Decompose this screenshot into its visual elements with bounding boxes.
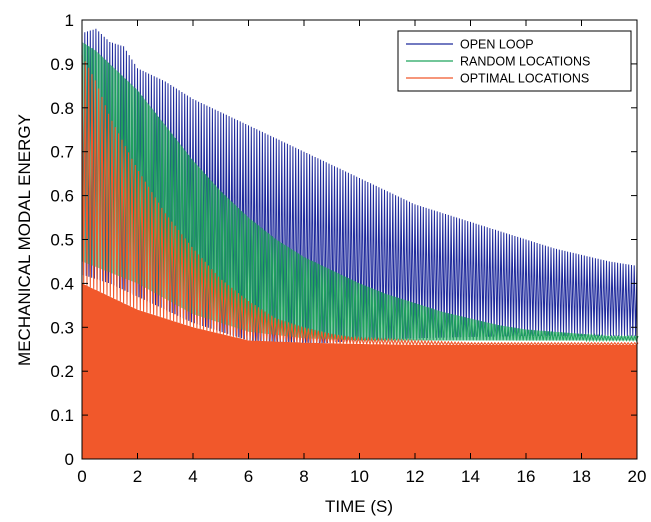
x-tick-label: 10 xyxy=(350,467,369,486)
legend: OPEN LOOP RANDOM LOCATIONS OPTIMAL LOCATIO… xyxy=(397,30,632,92)
series-optimal-locations-area xyxy=(82,283,637,459)
y-tick-label: 0 xyxy=(65,450,74,469)
x-tick-label: 2 xyxy=(133,467,142,486)
y-tick-label: 0.1 xyxy=(50,406,74,425)
legend-label: RANDOM LOCATIONS xyxy=(460,55,590,69)
tick-labels: 0 2 4 6 8 10 12 14 16 18 20 0 0.1 0.2 0.3 0.4 0.5 0.6 0.7 0… xyxy=(50,11,646,486)
legend-label: OPEN LOOP xyxy=(460,38,534,52)
x-tick-label: 4 xyxy=(188,467,197,486)
y-tick-label: 0.8 xyxy=(50,99,74,118)
y-tick-label: 0.5 xyxy=(50,231,74,250)
y-tick-label: 1 xyxy=(65,11,74,30)
series-random-locations xyxy=(81,41,639,343)
x-tick-label: 6 xyxy=(244,467,253,486)
x-tick-label: 16 xyxy=(517,467,536,486)
legend-label: OPTIMAL LOCATIONS xyxy=(460,72,589,86)
x-tick-label: 20 xyxy=(628,467,647,486)
x-tick-label: 12 xyxy=(406,467,425,486)
y-tick-label: 0.2 xyxy=(50,362,74,381)
axes-layer xyxy=(81,19,638,460)
series-optimal-locations xyxy=(81,55,639,347)
y-tick-label: 0.4 xyxy=(50,274,74,293)
y-axis-label: MECHANICAL MODAL ENERGY xyxy=(15,114,34,366)
x-axis-label: TIME (S) xyxy=(325,497,393,516)
y-tick-label: 0.3 xyxy=(50,318,74,337)
y-tick-label: 0.6 xyxy=(50,187,74,206)
y-tick-label: 0.9 xyxy=(50,55,74,74)
x-tick-label: 18 xyxy=(572,467,591,486)
series-layer xyxy=(81,28,639,459)
x-tick-label: 8 xyxy=(299,467,308,486)
x-tick-label: 0 xyxy=(77,467,86,486)
x-tick-label: 14 xyxy=(461,467,480,486)
y-tick-label: 0.7 xyxy=(50,143,74,162)
